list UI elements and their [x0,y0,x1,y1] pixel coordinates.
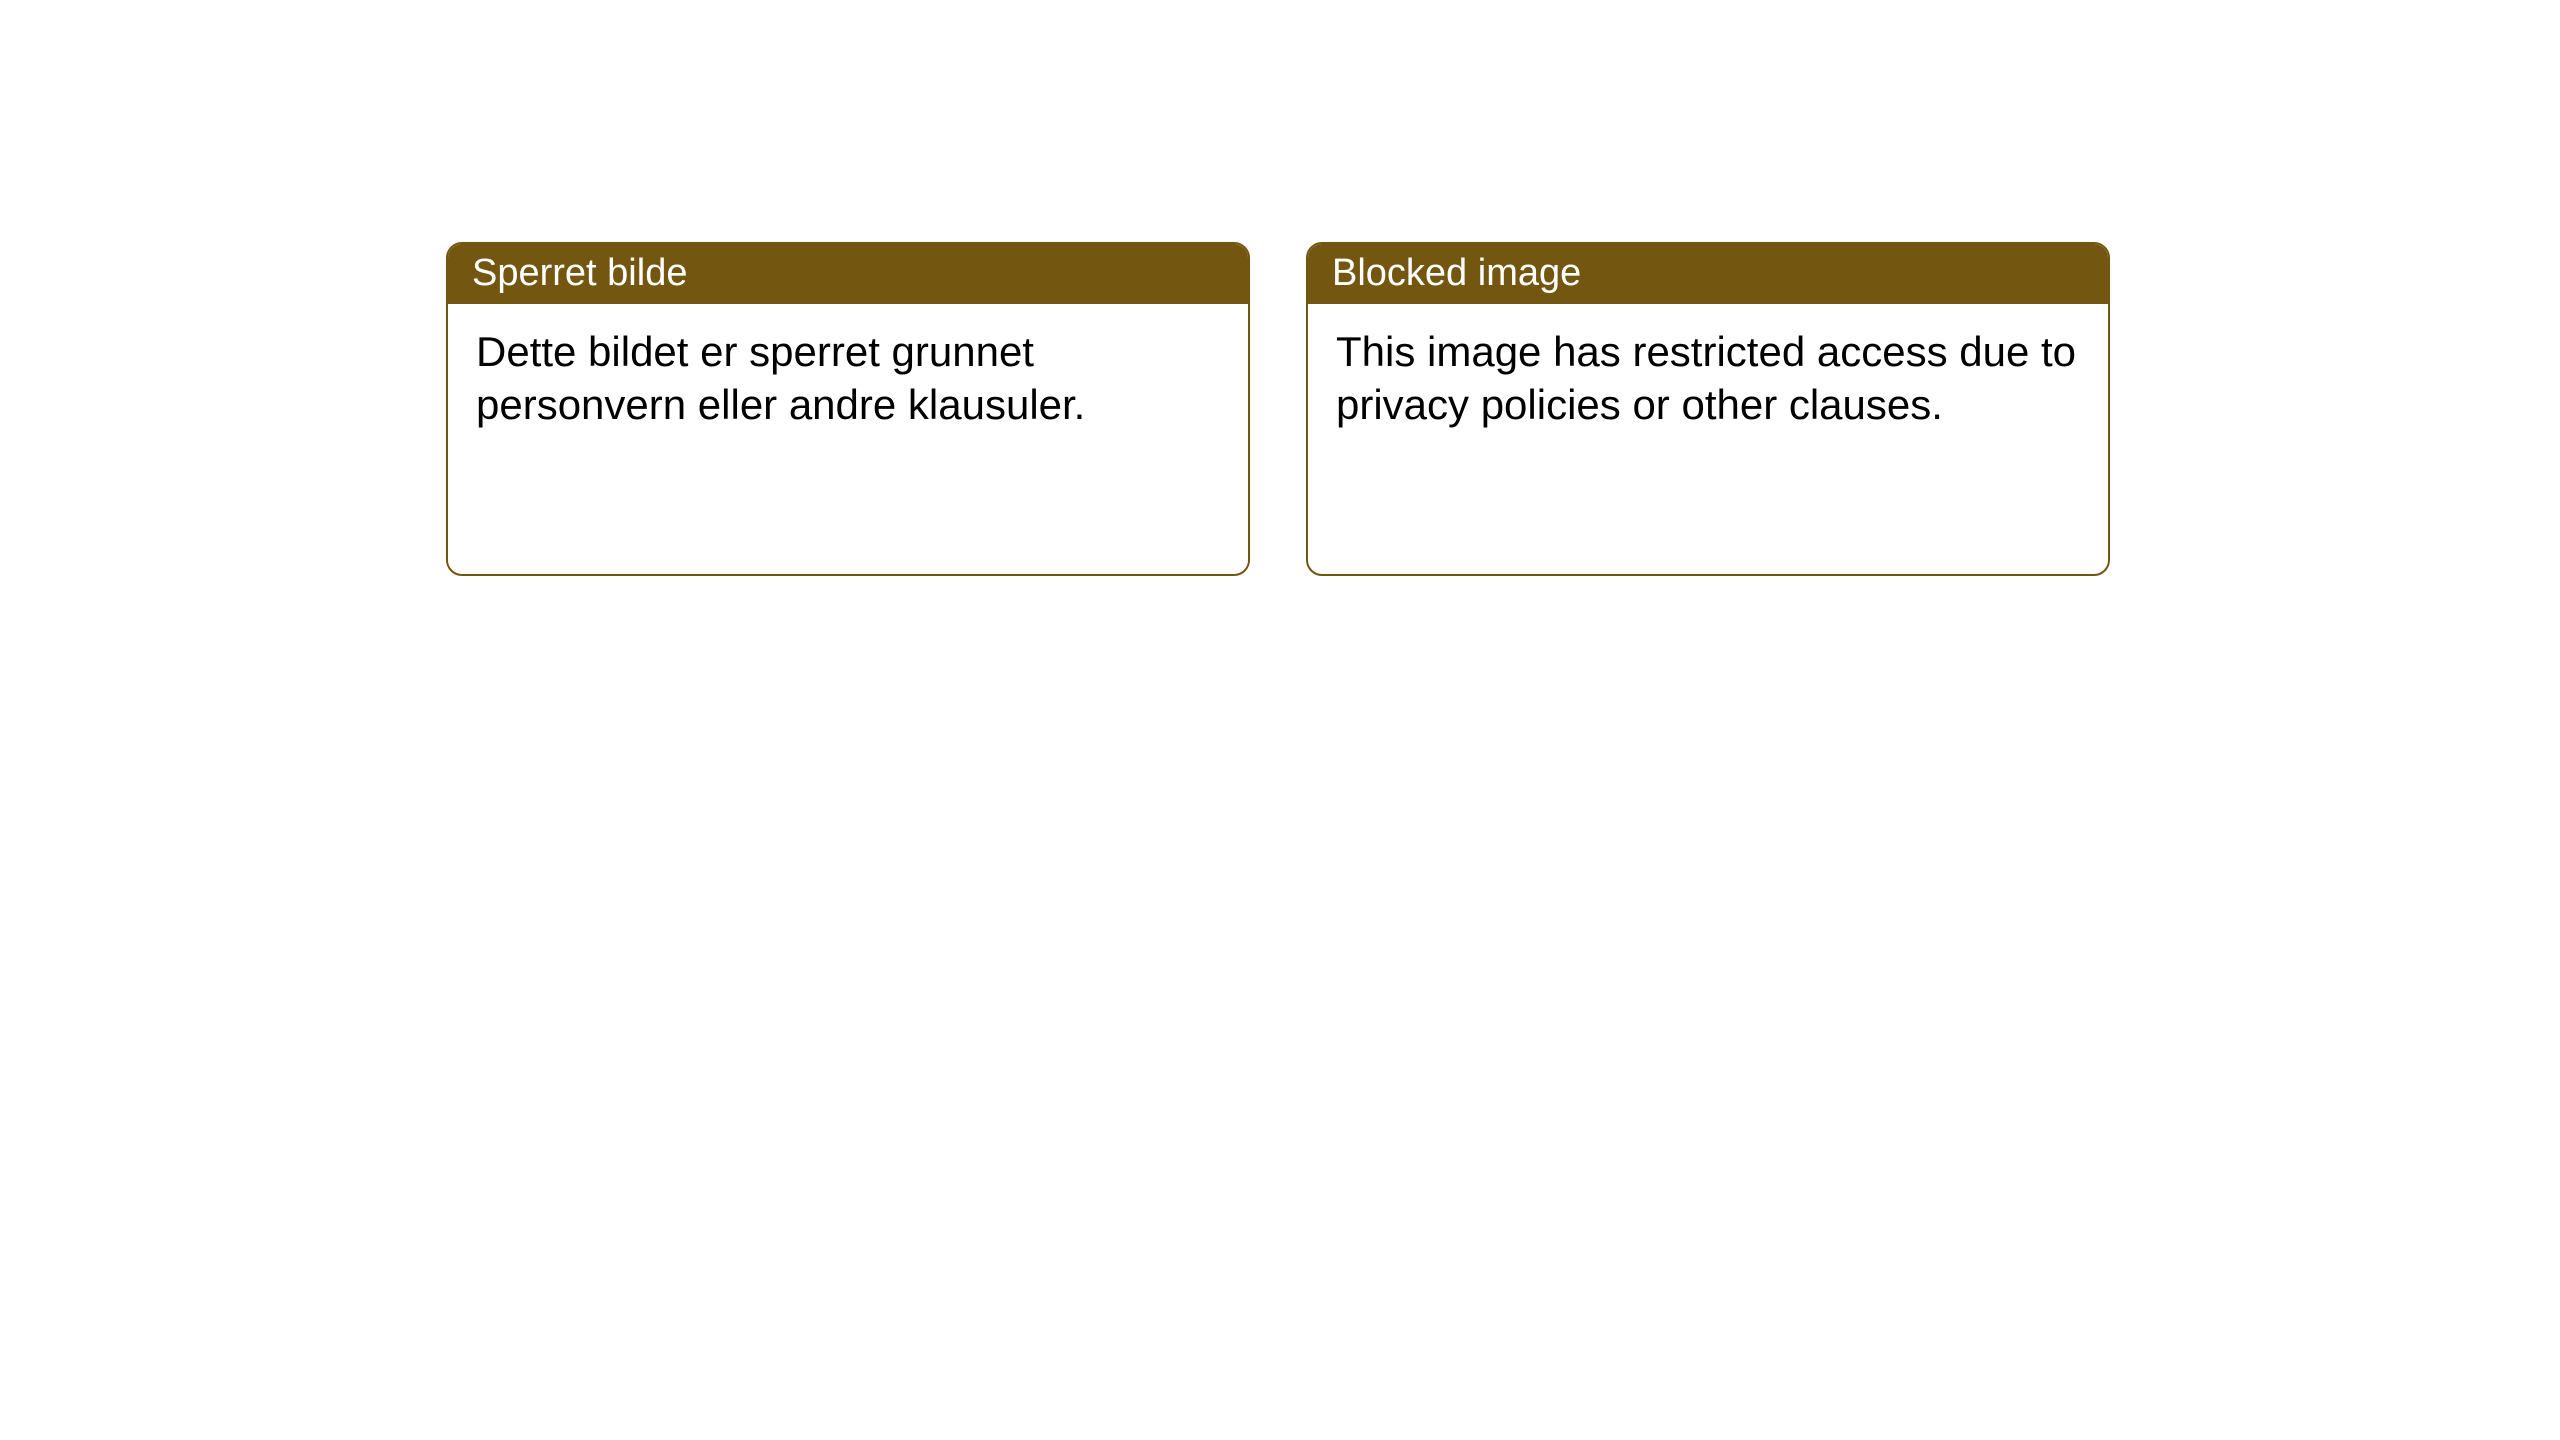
card-header-no: Sperret bilde [448,244,1248,304]
blocked-image-card-no: Sperret bilde Dette bildet er sperret gr… [446,242,1250,576]
card-body-no: Dette bildet er sperret grunnet personve… [448,304,1248,447]
card-header-en: Blocked image [1308,244,2108,304]
card-body-en: This image has restricted access due to … [1308,304,2108,447]
blocked-image-notice-container: Sperret bilde Dette bildet er sperret gr… [0,0,2560,576]
blocked-image-card-en: Blocked image This image has restricted … [1306,242,2110,576]
